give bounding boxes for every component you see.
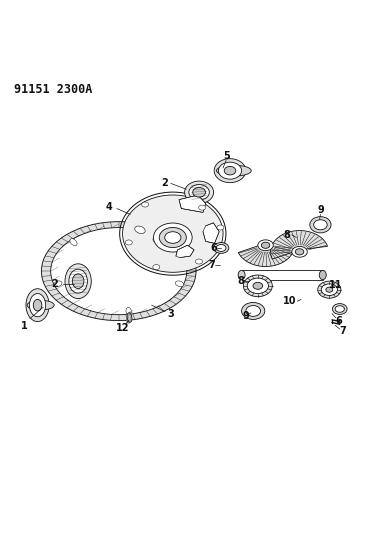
Ellipse shape bbox=[29, 294, 46, 317]
Ellipse shape bbox=[213, 243, 229, 253]
Ellipse shape bbox=[253, 282, 263, 289]
Text: 2: 2 bbox=[52, 279, 58, 289]
Ellipse shape bbox=[217, 225, 224, 230]
Text: 5: 5 bbox=[223, 151, 230, 161]
Ellipse shape bbox=[189, 184, 209, 200]
Ellipse shape bbox=[154, 223, 192, 252]
Ellipse shape bbox=[243, 275, 272, 297]
Polygon shape bbox=[270, 231, 328, 259]
Text: 9: 9 bbox=[242, 311, 249, 321]
Ellipse shape bbox=[319, 270, 326, 280]
Ellipse shape bbox=[295, 249, 304, 255]
Ellipse shape bbox=[216, 245, 226, 252]
Text: 1: 1 bbox=[21, 321, 27, 332]
Ellipse shape bbox=[42, 222, 196, 321]
Text: 3: 3 bbox=[167, 309, 174, 319]
Ellipse shape bbox=[199, 205, 205, 210]
Ellipse shape bbox=[326, 287, 333, 292]
Ellipse shape bbox=[335, 306, 345, 312]
Ellipse shape bbox=[126, 308, 131, 316]
Text: 9: 9 bbox=[317, 205, 324, 215]
Ellipse shape bbox=[65, 264, 91, 298]
Ellipse shape bbox=[218, 162, 241, 179]
Text: 91151 2300A: 91151 2300A bbox=[15, 83, 93, 96]
Ellipse shape bbox=[51, 228, 187, 314]
Ellipse shape bbox=[175, 281, 183, 287]
Ellipse shape bbox=[185, 181, 214, 204]
Text: 11: 11 bbox=[329, 280, 343, 290]
Ellipse shape bbox=[123, 195, 223, 272]
Ellipse shape bbox=[165, 232, 181, 243]
Ellipse shape bbox=[247, 278, 269, 294]
Text: 12: 12 bbox=[116, 322, 129, 333]
Text: 6: 6 bbox=[210, 243, 217, 253]
Ellipse shape bbox=[216, 165, 251, 176]
Ellipse shape bbox=[70, 239, 77, 246]
Ellipse shape bbox=[214, 159, 246, 183]
Ellipse shape bbox=[33, 300, 42, 311]
Ellipse shape bbox=[321, 284, 338, 295]
Ellipse shape bbox=[125, 240, 132, 245]
Ellipse shape bbox=[258, 240, 273, 251]
Ellipse shape bbox=[153, 264, 160, 270]
Ellipse shape bbox=[224, 166, 236, 175]
Ellipse shape bbox=[142, 202, 149, 207]
Text: 6: 6 bbox=[336, 316, 342, 326]
Ellipse shape bbox=[135, 226, 145, 233]
Text: 8: 8 bbox=[283, 230, 290, 240]
Ellipse shape bbox=[73, 274, 84, 288]
Ellipse shape bbox=[69, 269, 87, 293]
Text: 7: 7 bbox=[208, 260, 215, 270]
Polygon shape bbox=[241, 270, 323, 280]
Ellipse shape bbox=[310, 216, 331, 233]
Ellipse shape bbox=[261, 242, 270, 248]
Ellipse shape bbox=[193, 188, 205, 197]
Text: 8: 8 bbox=[237, 276, 244, 286]
Ellipse shape bbox=[127, 313, 132, 322]
Polygon shape bbox=[42, 222, 196, 321]
Ellipse shape bbox=[54, 281, 62, 287]
Polygon shape bbox=[238, 243, 294, 266]
Ellipse shape bbox=[196, 259, 202, 264]
Ellipse shape bbox=[159, 228, 186, 247]
Polygon shape bbox=[176, 245, 194, 257]
Text: 2: 2 bbox=[162, 179, 169, 188]
Text: 4: 4 bbox=[106, 201, 113, 212]
Polygon shape bbox=[179, 195, 206, 212]
Ellipse shape bbox=[153, 234, 160, 242]
Text: 10: 10 bbox=[283, 296, 296, 306]
Text: 7: 7 bbox=[339, 326, 346, 336]
Ellipse shape bbox=[332, 304, 347, 314]
Ellipse shape bbox=[292, 246, 307, 257]
Polygon shape bbox=[203, 223, 219, 243]
Ellipse shape bbox=[26, 289, 49, 321]
Ellipse shape bbox=[238, 270, 245, 280]
Ellipse shape bbox=[241, 302, 265, 319]
Ellipse shape bbox=[246, 305, 261, 317]
Ellipse shape bbox=[27, 300, 54, 310]
Ellipse shape bbox=[318, 281, 341, 298]
Ellipse shape bbox=[314, 220, 327, 230]
